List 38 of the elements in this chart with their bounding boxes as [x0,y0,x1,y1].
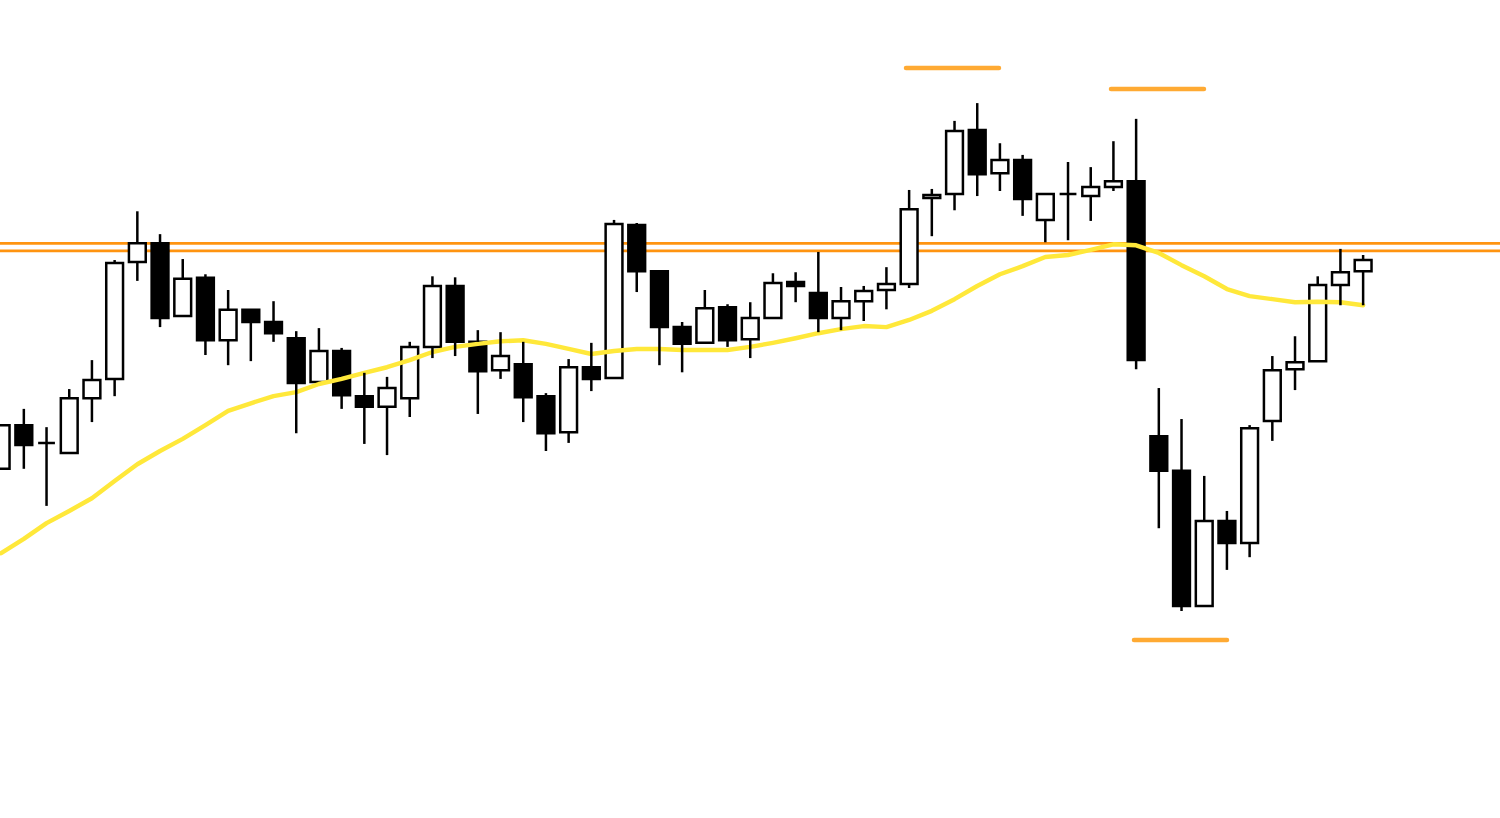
candlestick [195,273,216,357]
candlestick [808,250,828,334]
candlestick [263,299,284,344]
candlestick [1285,334,1305,392]
candlestick [627,221,647,294]
candlestick [1262,354,1282,443]
candlestick [695,288,715,345]
candlestick [649,269,670,367]
candlestick [1058,160,1078,242]
candlestick [241,308,261,363]
candlestick [1149,386,1169,530]
candlestick [104,258,125,398]
candlestick [218,288,238,367]
candlestick [422,275,443,360]
candlestick [717,302,738,349]
candlestick [558,357,579,445]
candlestick [1035,192,1055,244]
candlestick [36,425,57,508]
candlestick [127,210,147,283]
candlestick [967,101,987,198]
candlestick [944,119,965,212]
candlestick [1308,275,1328,363]
candlestick [1081,165,1101,223]
candlestick [354,371,374,446]
candlestick [1171,417,1192,613]
candlestick [82,358,102,424]
candlestick [309,326,329,384]
candlestick [1330,247,1351,307]
candlestick [490,330,511,381]
candlestick [785,270,806,304]
candlestick [876,265,897,311]
candlestick [1012,153,1033,218]
candlestick [581,341,601,393]
candlestick [1103,139,1124,193]
candlestick [1239,423,1260,559]
candlestick [854,284,874,323]
candlestick [173,257,193,318]
candlestick [513,340,533,424]
